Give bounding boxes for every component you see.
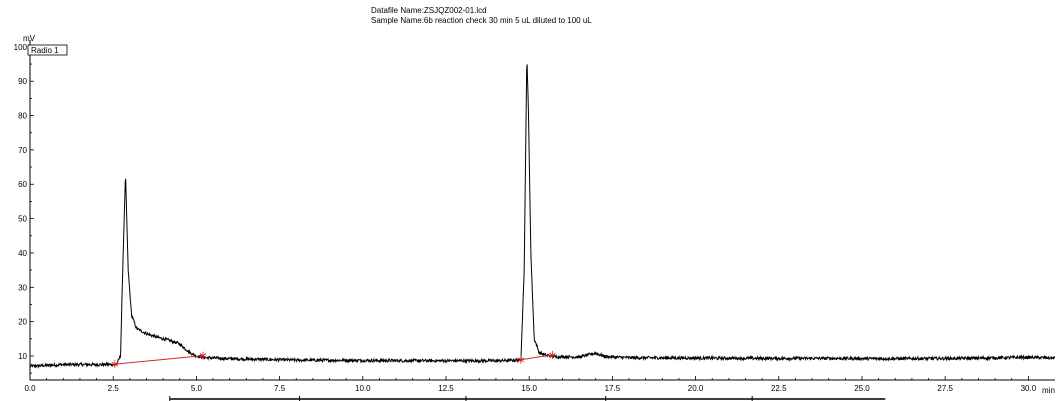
- y-tick-label: 40: [18, 249, 27, 258]
- x-tick-label: 10.0: [355, 384, 371, 393]
- x-tick-label: 30.0: [1021, 384, 1037, 393]
- x-tick-label: 12.5: [438, 384, 454, 393]
- x-tick-label: 7.5: [274, 384, 286, 393]
- y-tick-label: 90: [18, 77, 27, 86]
- x-tick-label: 15.0: [521, 384, 537, 393]
- legend-box: [27, 44, 68, 56]
- y-tick-label: 10: [18, 352, 27, 361]
- y-tick-label: 80: [18, 112, 27, 121]
- y-tick-label: 70: [18, 146, 27, 155]
- chart-header: Datafile Name:ZSJQZ002-01.lcd Sample Nam…: [371, 6, 592, 26]
- datafile-name: Datafile Name:ZSJQZ002-01.lcd: [371, 6, 487, 15]
- axis-labels: mV min Radio 1: [23, 34, 1055, 395]
- sample-name: Sample Name:6b reaction check 30 min 5 u…: [371, 16, 592, 25]
- y-tick-label: 60: [18, 180, 27, 189]
- x-tick-label: 27.5: [937, 384, 953, 393]
- x-tick-label: 25.0: [854, 384, 870, 393]
- x-tick-label: 5.0: [191, 384, 203, 393]
- signal-trace: [29, 64, 1056, 369]
- y-axis-label: mV: [23, 34, 36, 43]
- x-tick-label: 0.0: [24, 384, 36, 393]
- y-tick-label: 30: [18, 283, 27, 292]
- integration-baseline: [520, 354, 553, 361]
- x-tick-label: 17.5: [605, 384, 621, 393]
- y-tick-label: 20: [18, 318, 27, 327]
- y-tick-label: 100: [14, 43, 28, 52]
- x-tick-label: 2.5: [108, 384, 120, 393]
- x-axis-label: min: [1042, 386, 1055, 395]
- legend-label: Radio 1: [31, 46, 59, 55]
- baseline-marker: [199, 351, 207, 360]
- x-tick-label: 22.5: [771, 384, 787, 393]
- y-tick-label: 50: [18, 215, 27, 224]
- plot-area: [29, 64, 1056, 369]
- x-tick-label: 20.0: [688, 384, 704, 393]
- baseline-marker: [549, 350, 556, 359]
- axes: 10 20 30 40 50 60 70 80 90 100 0.0 2.5 5.0 7.5 10.0 12.…: [14, 40, 1055, 401]
- baseline-marker: [111, 360, 119, 369]
- baseline-marker: [517, 355, 525, 364]
- integration-baseline: [114, 355, 204, 365]
